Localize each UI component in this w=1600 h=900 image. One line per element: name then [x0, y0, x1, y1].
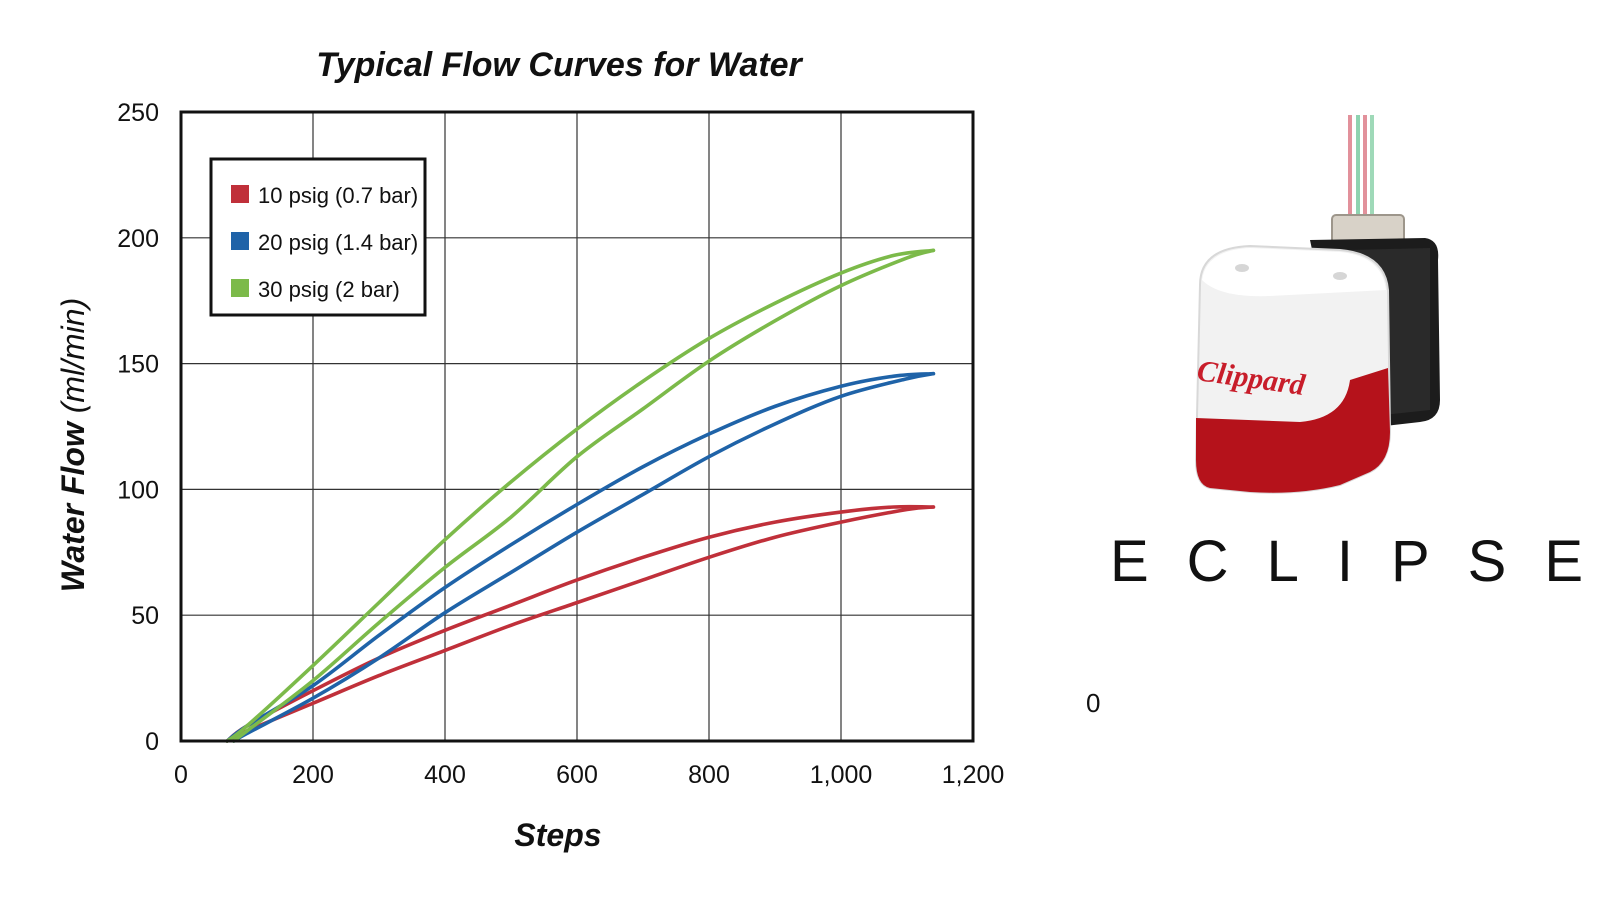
x-tick-label: 1,000 — [810, 761, 873, 789]
eclipse-valve-image: Clippard — [1194, 115, 1440, 494]
series-line-1-opening — [225, 505, 936, 743]
stray-text: 0 — [1086, 688, 1101, 718]
flow-chart: Typical Flow Curves for Water 0 200 400 600… — [55, 46, 1004, 853]
y-tick-label: 50 — [131, 602, 159, 630]
x-tick-label: 0 — [174, 761, 188, 789]
y-axis-ticks: 0 50 100 150 200 250 — [117, 99, 159, 756]
x-axis-label: Steps — [514, 817, 601, 853]
y-tick-label: 200 — [117, 225, 159, 253]
y-axis-label-unit: (ml/min) — [55, 298, 91, 414]
x-tick-label: 800 — [688, 761, 730, 789]
legend-label: 20 psig (1.4 bar) — [258, 230, 418, 255]
red-band — [1196, 368, 1390, 493]
x-tick-label: 600 — [556, 761, 598, 789]
legend-swatch — [231, 279, 249, 297]
wire-bundle — [1348, 115, 1374, 230]
chart-series — [225, 248, 936, 743]
legend-swatch — [231, 232, 249, 250]
y-axis-label-main: Water Flow — [55, 420, 91, 592]
legend-label: 10 psig (0.7 bar) — [258, 183, 418, 208]
x-tick-label: 200 — [292, 761, 334, 789]
y-tick-label: 250 — [117, 99, 159, 127]
legend: 10 psig (0.7 bar) 20 psig (1.4 bar) 30 psi… — [209, 157, 427, 317]
x-axis-ticks: 0 200 400 600 800 1,000 1,200 — [174, 761, 1004, 789]
y-axis-label: Water Flow (ml/min) — [55, 298, 91, 593]
legend-swatch — [231, 185, 249, 203]
product-name: ECLIPSE — [1110, 529, 1600, 594]
series-line-1-closing — [225, 504, 936, 743]
chart-title: Typical Flow Curves for Water — [316, 46, 803, 84]
chart-gridlines — [181, 112, 973, 741]
x-tick-label: 1,200 — [942, 761, 1005, 789]
series-line-3-closing — [225, 248, 936, 743]
series-line-2-opening — [232, 371, 936, 743]
plot-frame — [179, 110, 975, 743]
y-tick-label: 0 — [145, 728, 159, 756]
series-line-2-closing — [225, 371, 936, 743]
y-tick-label: 150 — [117, 351, 159, 379]
legend-label: 30 psig (2 bar) — [258, 277, 400, 302]
y-tick-label: 100 — [117, 476, 159, 504]
series-line-3-opening — [232, 248, 936, 743]
x-tick-label: 400 — [424, 761, 466, 789]
